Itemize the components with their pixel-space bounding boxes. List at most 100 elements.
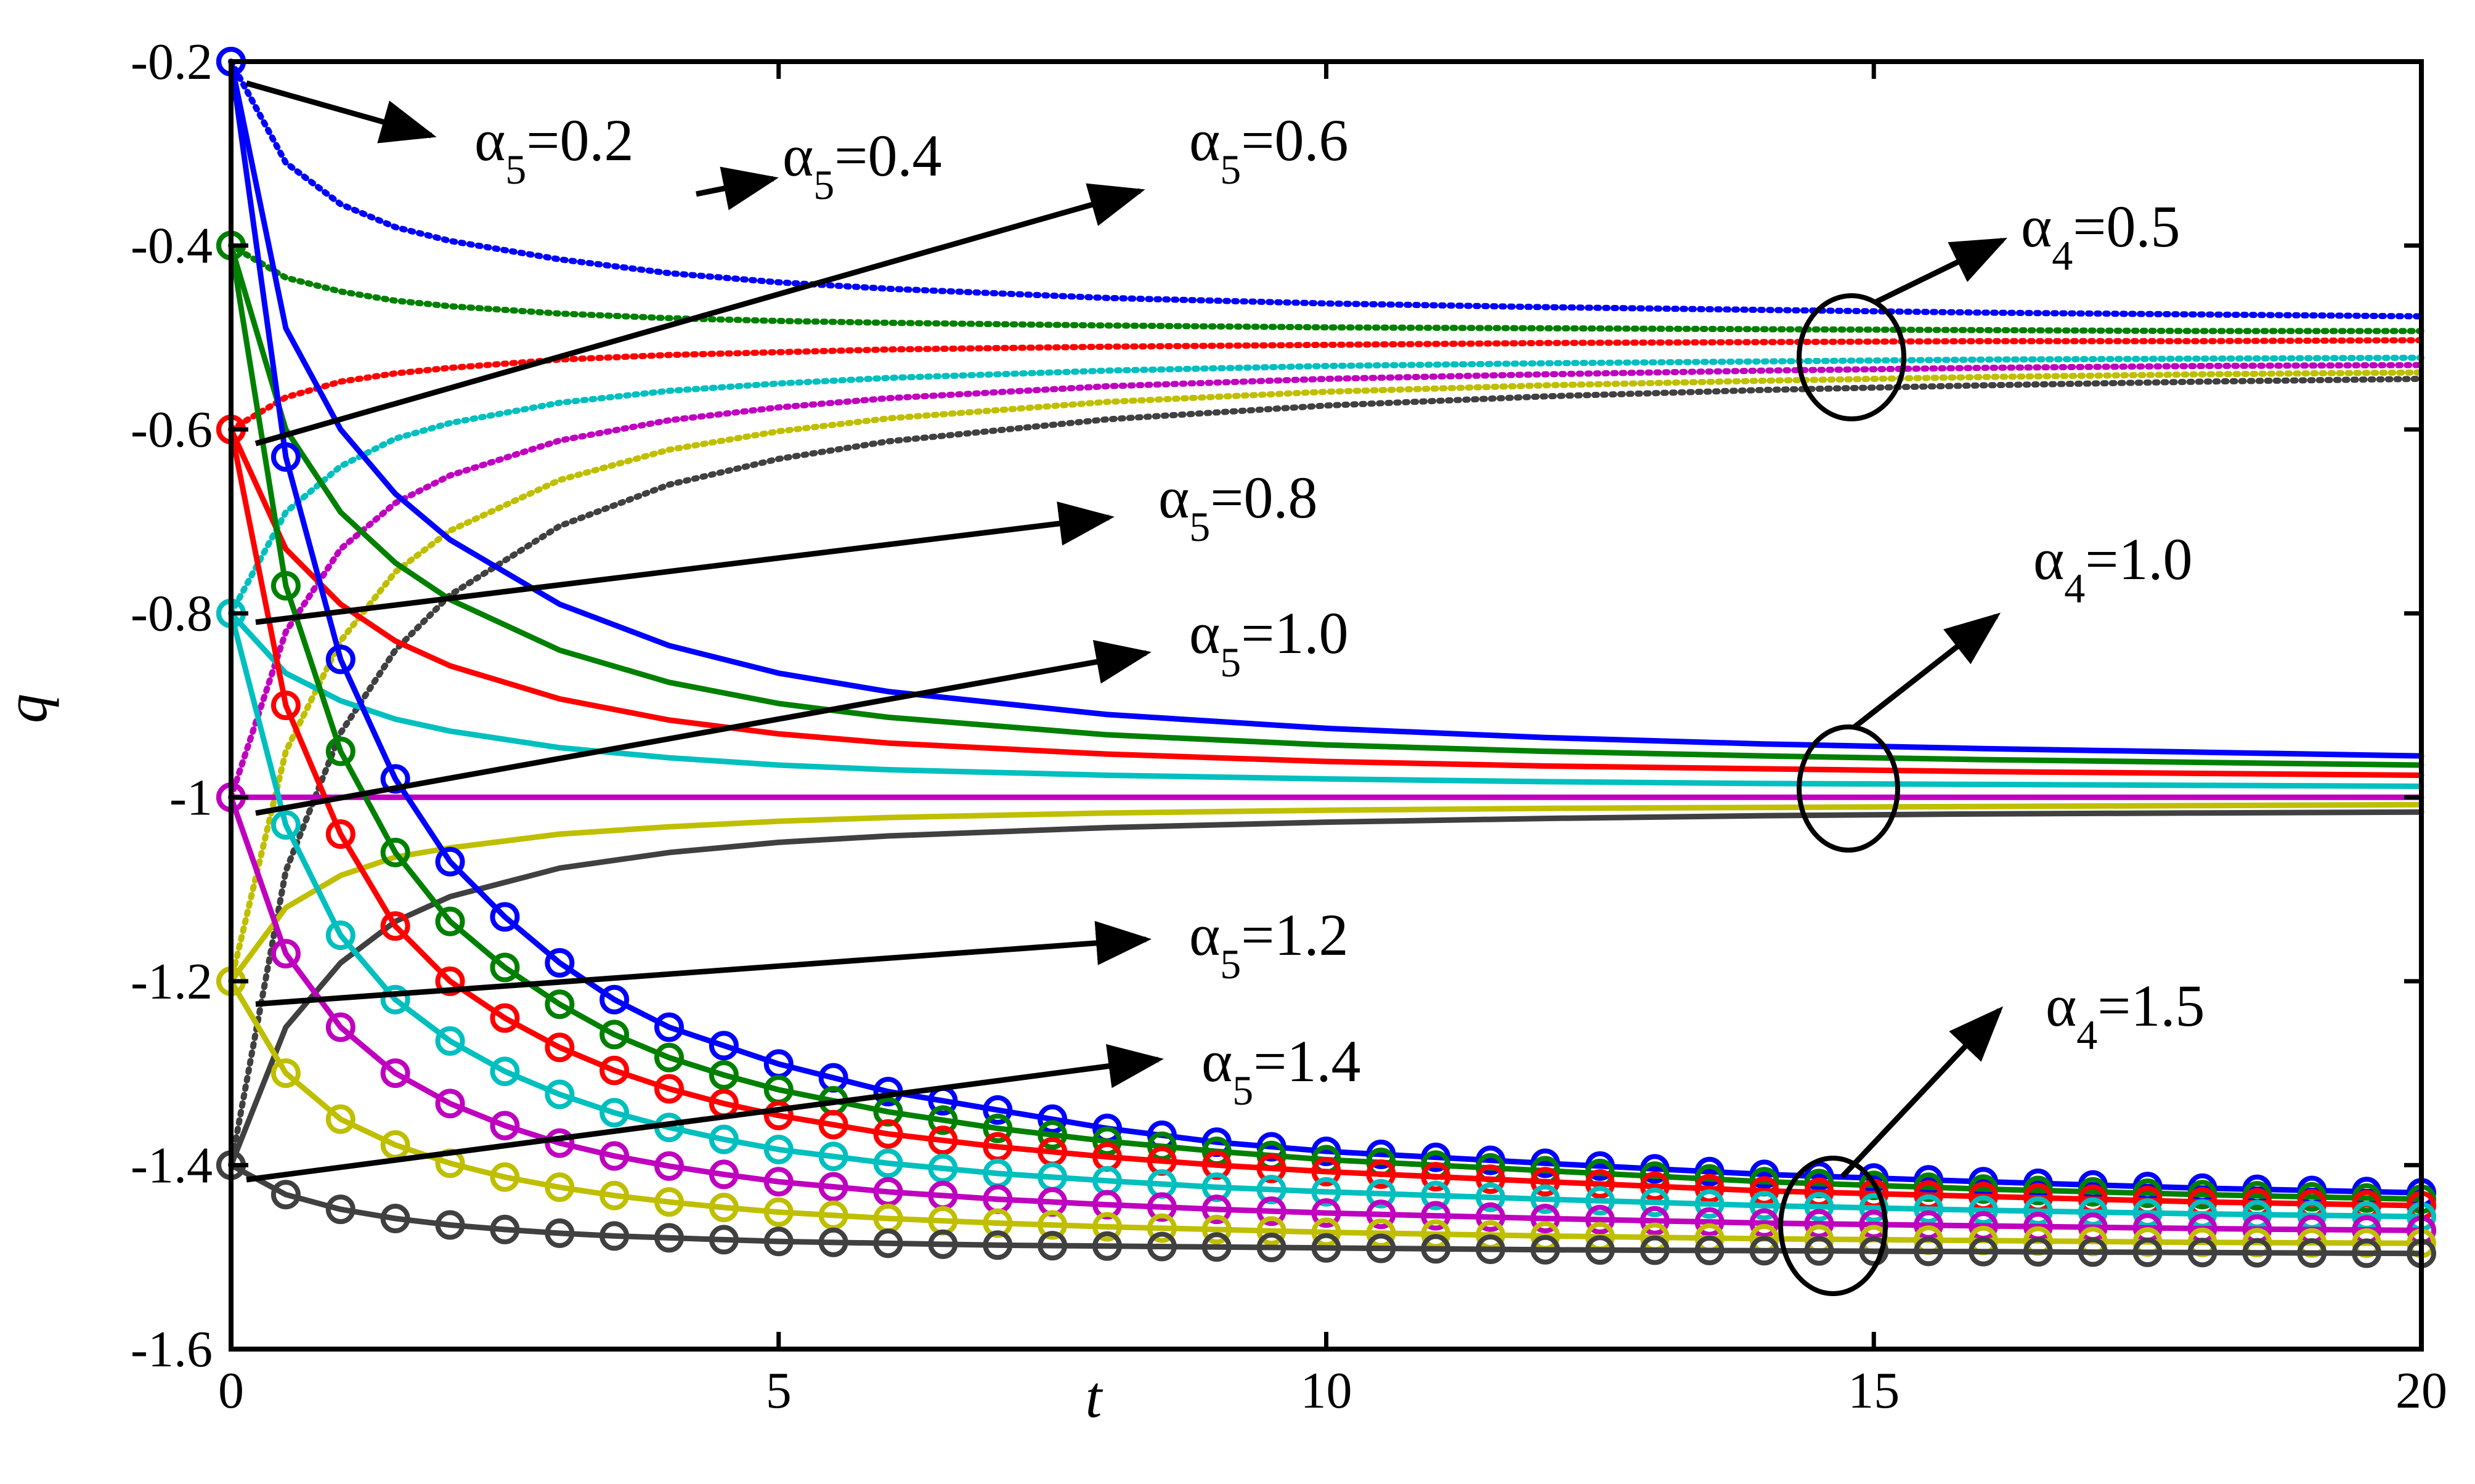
series-line-1-2	[228, 242, 2424, 335]
annotation-arrow	[246, 1044, 1164, 1183]
annotation-label: α4=1.5	[2046, 973, 2205, 1058]
series-point-marker	[599, 1180, 630, 1210]
x-tick-label: 20	[2396, 1362, 2447, 1419]
series-point-marker	[380, 764, 410, 794]
annotation-label: α5=0.4	[782, 123, 941, 208]
series-point-marker	[435, 1089, 465, 1119]
y-tick-label: -0.8	[131, 585, 213, 643]
series-point-marker	[545, 1218, 575, 1248]
annotation-label: α4=0.5	[2021, 193, 2180, 279]
series-point-marker	[1366, 1218, 1396, 1248]
series-point-marker	[818, 1141, 848, 1172]
series-point-marker	[1804, 1236, 1834, 1266]
group-ellipse-3	[1778, 1156, 1888, 1296]
annotation-label: α5=0.2	[474, 107, 633, 193]
series-point-marker	[1038, 1120, 1068, 1150]
series-point-marker	[270, 691, 301, 720]
series-point-marker	[270, 442, 301, 472]
y-tick-label: -1.6	[131, 1321, 213, 1378]
series-point-marker	[1201, 1172, 1232, 1202]
series-point-marker	[2078, 1237, 2108, 1267]
series-line-3-4	[228, 610, 2424, 1220]
y-tick-label: -1	[169, 769, 213, 826]
series-point-marker	[1256, 1216, 1286, 1246]
series-point-marker	[709, 1124, 739, 1154]
x-axis-label: t	[1086, 1364, 1103, 1430]
series-point-marker	[435, 1026, 465, 1056]
series-point-marker	[654, 1074, 684, 1104]
series-point-marker	[1311, 1198, 1341, 1228]
series-point-marker	[654, 1042, 684, 1072]
series-point-marker	[1092, 1190, 1122, 1220]
annotation-label: α5=1.4	[1201, 1028, 1360, 1114]
series-point-marker	[763, 1135, 794, 1164]
series-point-marker	[818, 1172, 848, 1202]
series-point-marker	[2242, 1238, 2272, 1268]
series-point-marker	[1092, 1212, 1122, 1242]
series-point-marker	[873, 1119, 903, 1149]
series-line-1-4	[228, 354, 2424, 617]
series-point-marker	[709, 1060, 739, 1090]
series-point-marker	[2078, 1197, 2108, 1227]
series-point-marker	[435, 906, 465, 936]
series-point-marker	[270, 1058, 301, 1089]
series-point-marker	[490, 1111, 520, 1141]
series-point-marker	[545, 1172, 575, 1202]
series-point-marker	[763, 1100, 794, 1130]
series-point-marker	[325, 644, 356, 675]
series-point-marker	[1476, 1182, 1506, 1212]
series-point-marker	[490, 1162, 520, 1192]
series-point-marker	[490, 1003, 520, 1033]
series-point-marker	[1530, 1235, 1560, 1265]
series-point-marker	[325, 1194, 356, 1225]
series-point-marker	[983, 1095, 1013, 1125]
series-point-marker	[818, 1227, 848, 1257]
series-point-marker	[1804, 1192, 1834, 1222]
series-point-marker	[545, 989, 575, 1020]
series-point-marker	[1038, 1231, 1068, 1261]
series-line-3-5	[228, 794, 2424, 1233]
series-point-marker	[545, 1032, 575, 1063]
series-point-marker	[1585, 1186, 1615, 1216]
series-point-marker	[1640, 1235, 1670, 1265]
series-line-2-7	[228, 809, 2424, 1168]
series-point-marker	[1038, 1104, 1068, 1134]
annotation-arrow	[1853, 612, 2001, 729]
series-point-marker	[599, 1141, 630, 1171]
annotation-label: α5=1.2	[1189, 902, 1348, 987]
series-point-marker	[928, 1229, 958, 1259]
series-point-marker	[545, 1128, 575, 1158]
series-point-marker	[1256, 1153, 1286, 1183]
series-point-marker	[818, 1109, 848, 1140]
annotation-8: α4=0.5	[1875, 193, 2180, 305]
series-point-marker	[2023, 1196, 2053, 1227]
series-point-marker	[270, 939, 301, 969]
series-group-3	[216, 47, 2436, 1268]
series-point-marker	[1749, 1208, 1779, 1238]
annotation-10: α4=1.5	[1840, 973, 2205, 1179]
series-point-marker	[1694, 1189, 1725, 1219]
series-point-marker	[270, 810, 301, 840]
series-point-marker	[1256, 1175, 1286, 1204]
annotation-9: α4=1.0	[1853, 526, 2192, 729]
x-tick-label: 10	[1301, 1362, 1352, 1419]
x-tick-label: 15	[1848, 1362, 1900, 1419]
series-point-marker	[325, 1012, 356, 1042]
series-point-marker	[1694, 1174, 1725, 1204]
series-point-marker	[1311, 1177, 1341, 1207]
annotation-7: α5=1.4	[246, 1028, 1360, 1183]
y-tick-label: -0.6	[131, 401, 213, 458]
series-line-1-5	[228, 362, 2424, 801]
series-point-marker	[380, 1204, 410, 1233]
annotation-arrow	[696, 166, 779, 211]
series-line-2-1	[228, 59, 2424, 759]
annotation-layer: α5=0.2 α5=0.4 α5=0.6 α5=0.8 α5=1.0 α5=1.2 α5=1…	[245, 80, 2205, 1296]
series-point-marker	[1585, 1235, 1615, 1265]
axes-layer: 0 5 10 15 20 -0.2 -0.4 -0.6 -0.8 -1 -1.2 -1.4 -1.6 t q	[0, 33, 2447, 1430]
series-point-marker	[709, 1225, 739, 1255]
series-point-marker	[654, 1012, 684, 1042]
y-tick-label: -1.2	[131, 953, 213, 1010]
series-point-marker	[1749, 1236, 1779, 1266]
series-point-marker	[1201, 1150, 1232, 1180]
series-point-marker	[654, 1223, 684, 1253]
